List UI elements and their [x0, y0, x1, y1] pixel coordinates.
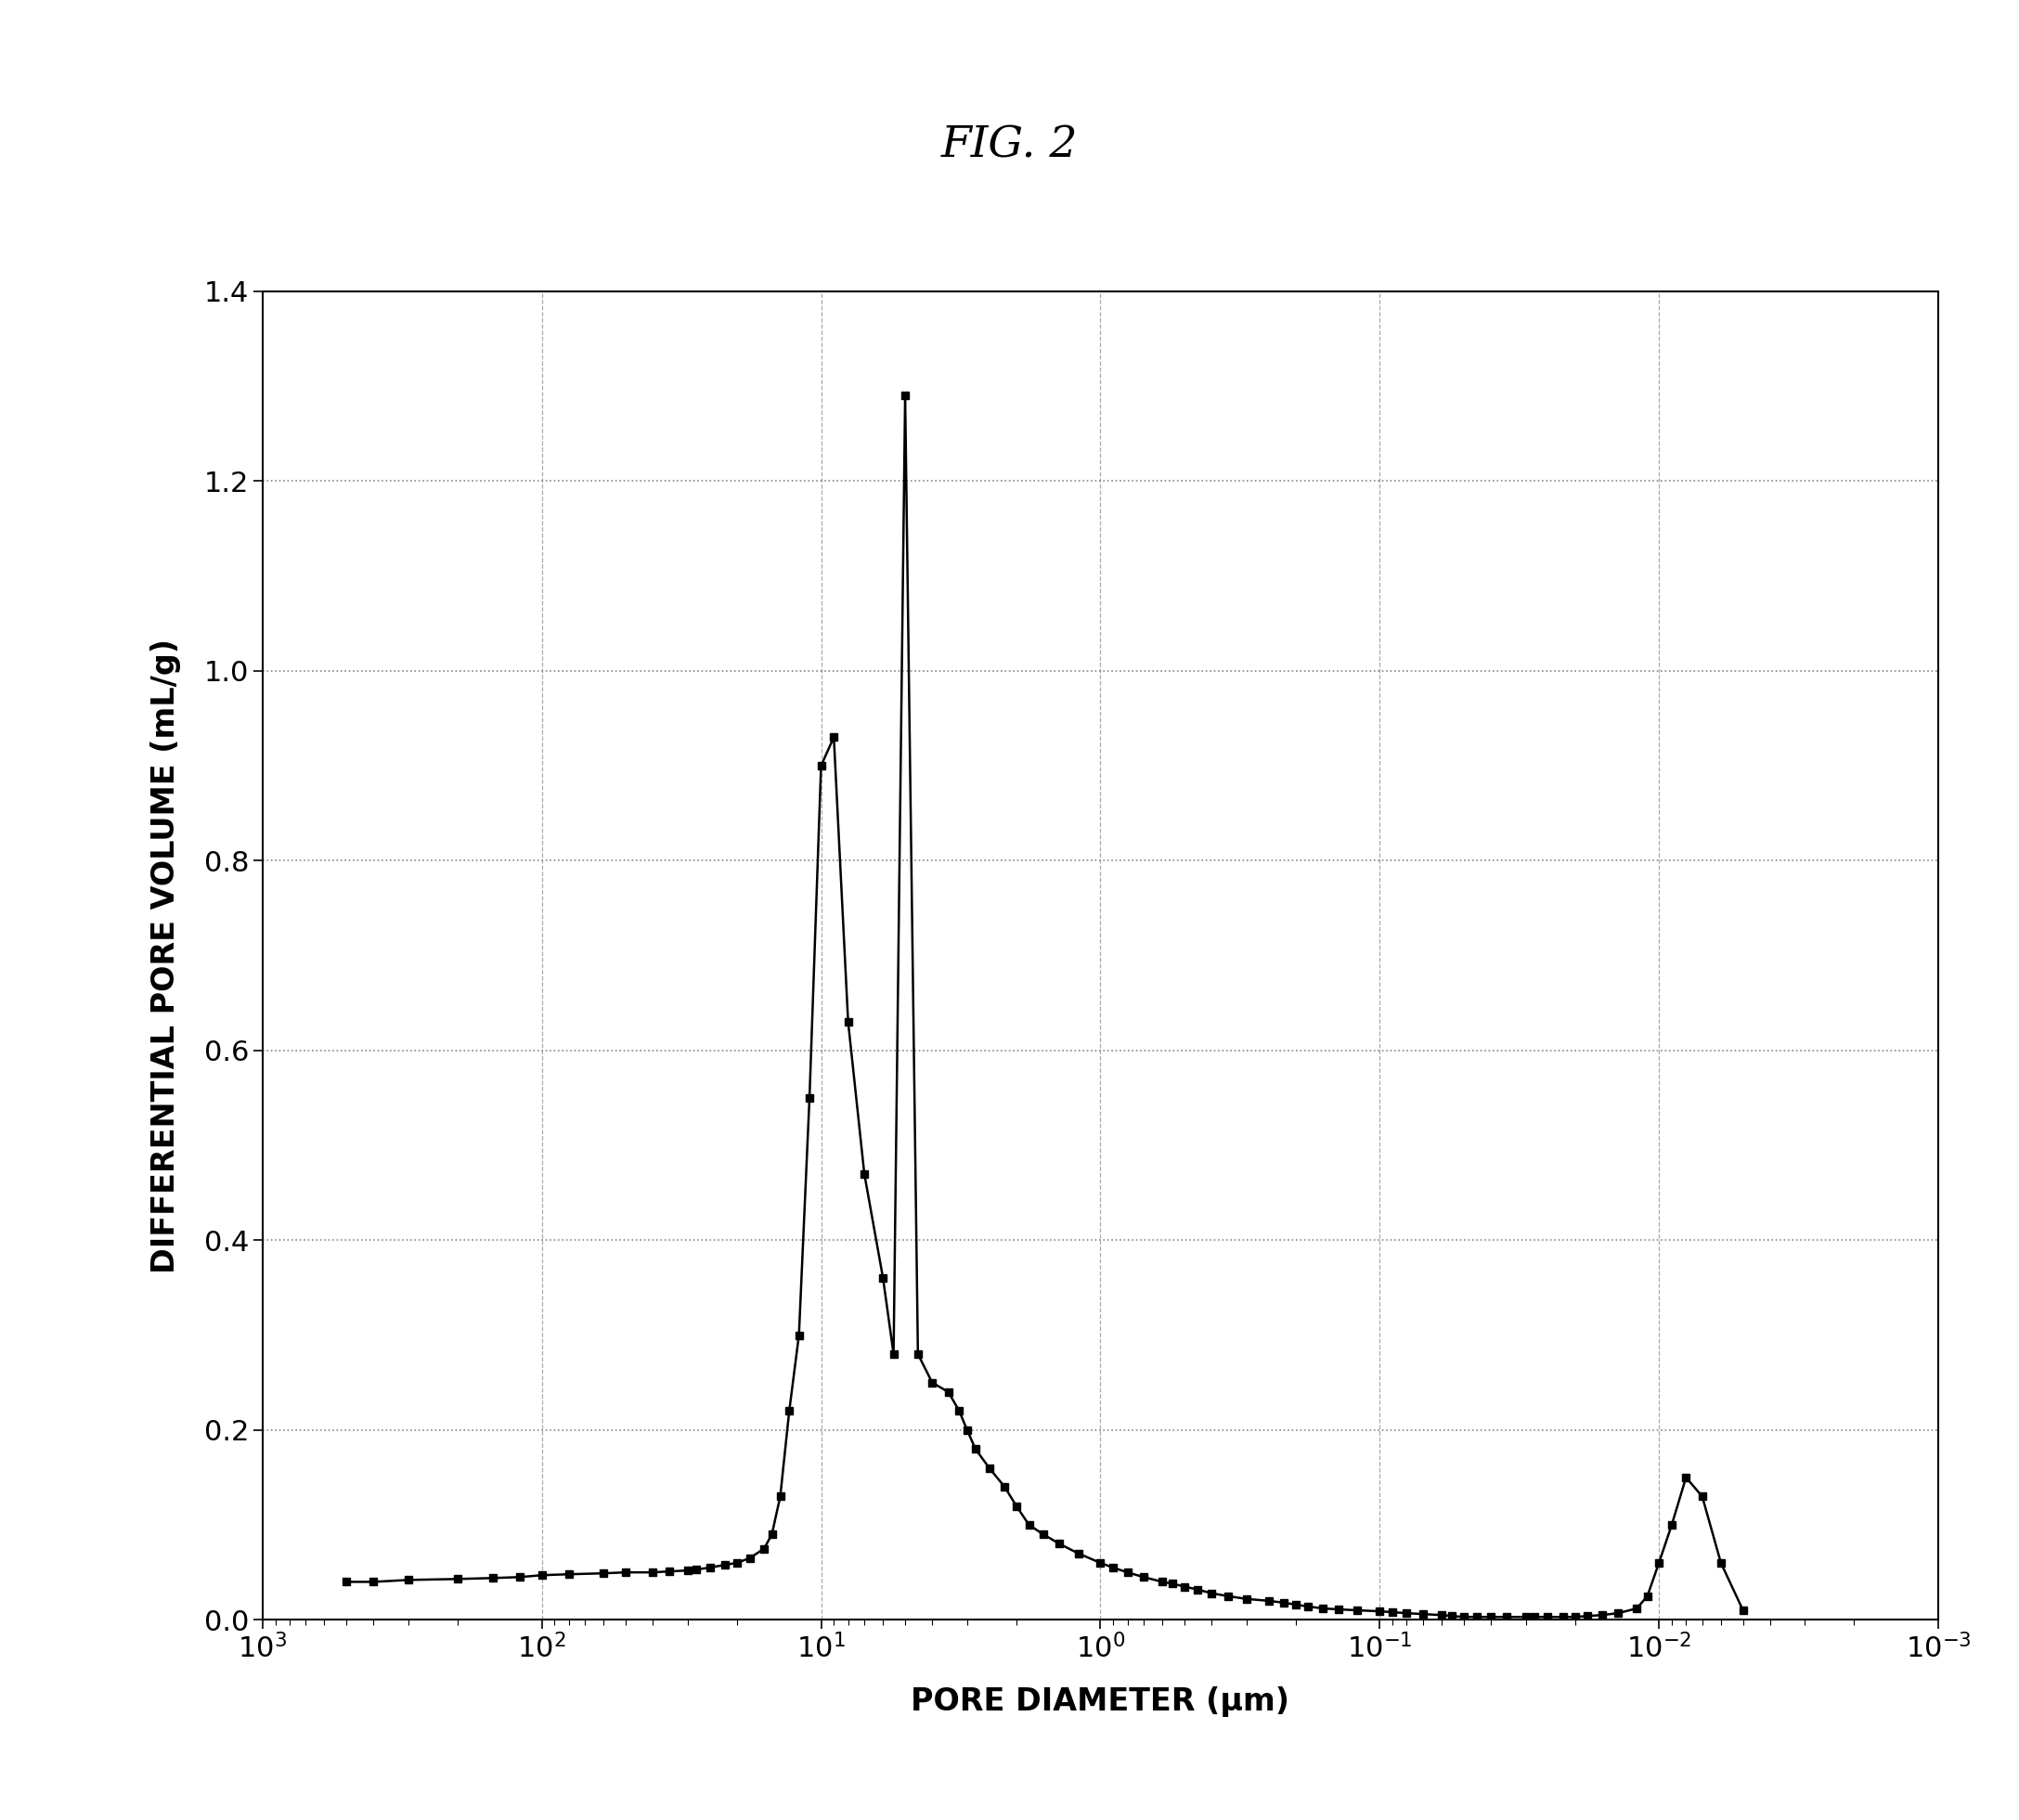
Text: FIG. 2: FIG. 2 — [941, 124, 1078, 167]
Y-axis label: DIFFERENTIAL PORE VOLUME (mL/g): DIFFERENTIAL PORE VOLUME (mL/g) — [149, 639, 182, 1272]
X-axis label: PORE DIAMETER (μm): PORE DIAMETER (μm) — [911, 1687, 1290, 1718]
